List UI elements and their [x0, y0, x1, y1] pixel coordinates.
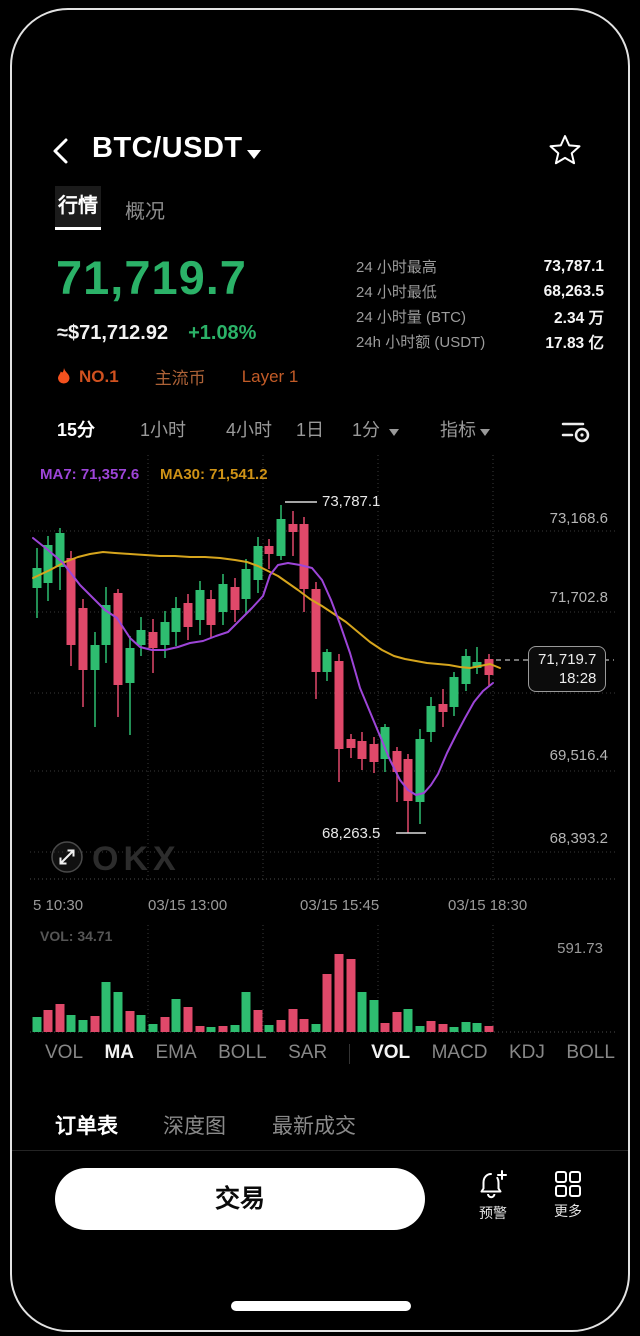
timeframe-1h[interactable]: 1小时 — [140, 420, 187, 440]
indicator-dropdown[interactable]: 指标 — [440, 416, 490, 442]
home-indicator[interactable] — [231, 1301, 411, 1311]
alert-label: 预警 — [479, 1205, 507, 1221]
volume-chart[interactable] — [30, 925, 615, 1033]
x-axis-label-1: 5 10:30 — [33, 897, 84, 914]
bell-plus-icon — [480, 1170, 507, 1199]
stat-high: 24 小时最高 73,787.1 — [356, 257, 604, 277]
price-change: +1.08% — [188, 322, 257, 344]
last-price: 71,719.7 — [56, 251, 247, 304]
indicator-macd[interactable]: MACD — [431, 1042, 488, 1063]
badge-layer[interactable]: Layer 1 — [241, 366, 299, 386]
stats-panel: 24 小时最高 73,787.1 24 小时最低 68,263.5 24 小时量 (… — [356, 254, 604, 354]
candlestick-svg — [30, 455, 615, 880]
fiat-row: ≈$71,712.92 +1.08% — [57, 322, 256, 345]
timeframe-4h[interactable]: 4小时 — [226, 420, 273, 440]
low-annotation: 68,263.5 — [322, 825, 381, 842]
last-price-tag-price: 71,719.7 — [538, 651, 597, 668]
y-axis-label-1: 73,168.6 — [549, 510, 608, 527]
badge-category[interactable]: 主流币 — [154, 369, 206, 388]
tab-depth[interactable]: 深度图 — [163, 1115, 226, 1138]
stat-volume-btc: 24 小时量 (BTC) 2.34 万 — [356, 309, 604, 327]
last-price-tag: 71,719.7 18:28 — [528, 646, 607, 692]
trade-button[interactable]: 交易 — [55, 1168, 425, 1230]
tab-market[interactable]: 行情 — [55, 186, 101, 227]
y-axis-label-2: 71,702.8 — [549, 589, 608, 606]
favorite-star-icon[interactable] — [548, 133, 582, 167]
timeframe-1d[interactable]: 1日 — [296, 420, 325, 440]
indicator-vol-1[interactable]: VOL — [45, 1042, 84, 1063]
alert-button[interactable]: 预警 — [465, 1168, 521, 1223]
indicator-divider — [348, 1044, 350, 1064]
expand-chart-icon[interactable] — [50, 840, 84, 874]
chart-settings-icon[interactable] — [561, 417, 591, 443]
tab-overview[interactable]: 概况 — [125, 201, 165, 223]
indicator-ma[interactable]: MA — [104, 1042, 135, 1063]
ma7-label: MA7: 71,357.6 — [40, 466, 140, 483]
stat-low: 24 小时最低 68,263.5 — [356, 282, 604, 302]
caret-down-icon — [389, 429, 400, 436]
timeframe-15m[interactable]: 15分 — [57, 420, 96, 440]
back-icon[interactable] — [50, 137, 72, 165]
indicator-tabs: VOL MA EMA BOLL SAR VOL MACD KDJ BOLL — [45, 1042, 615, 1064]
okx-watermark: OKX — [92, 840, 181, 878]
fiat-price: ≈$71,712.92 — [57, 322, 169, 344]
badge-row: NO.1 主流币 Layer 1 — [56, 364, 298, 389]
pair-title[interactable]: BTC/USDT — [92, 132, 243, 164]
more-label: 更多 — [554, 1203, 582, 1219]
timeframe-1m-dropdown[interactable]: 1分 — [352, 416, 400, 442]
y-axis-label-3: 69,516.4 — [549, 747, 608, 764]
volume-axis-max: 591.73 — [557, 940, 603, 957]
tab-market-underline — [55, 227, 101, 230]
y-axis-label-4: 68,393.2 — [549, 830, 608, 847]
high-annotation: 73,787.1 — [322, 493, 381, 510]
indicator-boll-1[interactable]: BOLL — [218, 1042, 267, 1063]
x-axis-label-4: 03/15 18:30 — [448, 897, 528, 914]
flame-icon — [58, 367, 70, 384]
caret-down-icon — [480, 429, 490, 436]
candlestick-chart[interactable] — [30, 455, 615, 880]
x-axis-label-2: 03/15 13:00 — [148, 897, 228, 914]
indicator-ema[interactable]: EMA — [155, 1042, 197, 1063]
volume-label: VOL: 34.71 — [40, 928, 113, 944]
ma30-label: MA30: 71,541.2 — [160, 466, 268, 483]
badge-rank[interactable]: NO.1 — [79, 366, 119, 386]
x-axis-label-3: 03/15 15:45 — [300, 897, 380, 914]
indicator-kdj[interactable]: KDJ — [508, 1042, 545, 1063]
tab-orderbook[interactable]: 订单表 — [55, 1115, 118, 1138]
stat-turnover-usdt: 24h 小时额 (USDT) 17.83 亿 — [356, 334, 604, 352]
last-price-tag-time: 18:28 — [558, 670, 597, 687]
grid-icon — [555, 1171, 581, 1197]
more-button[interactable]: 更多 — [540, 1170, 596, 1221]
section-divider — [12, 1150, 628, 1151]
indicator-sar[interactable]: SAR — [288, 1042, 328, 1063]
indicator-boll-2[interactable]: BOLL — [566, 1042, 615, 1063]
volume-svg — [30, 925, 615, 1033]
tab-latest-trades[interactable]: 最新成交 — [272, 1115, 356, 1138]
pair-dropdown-icon[interactable] — [247, 150, 261, 159]
indicator-vol-2[interactable]: VOL — [371, 1042, 411, 1063]
